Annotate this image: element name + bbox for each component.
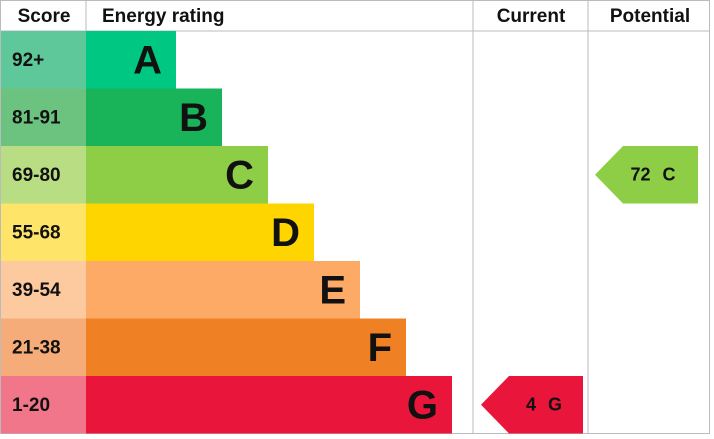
score-label: 81-91 [12,107,61,128]
rating-letter: F [368,326,392,370]
score-label: 1-20 [12,395,50,416]
score-cell [1,31,86,89]
rating-bar [86,318,406,376]
score-cell [1,88,86,146]
rating-letter: G [407,383,438,427]
rating-bar [86,31,176,89]
current-letter: G [548,395,562,415]
rating-bar [86,261,360,319]
header-score: Score [18,6,71,27]
potential-letter: C [663,165,676,185]
rating-letter: E [319,268,346,312]
rating-bar [86,376,452,434]
score-cell [1,261,86,319]
header-potential: Potential [610,6,690,27]
rating-letter: C [225,153,254,197]
score-label: 21-38 [12,337,61,358]
rating-letter: D [271,211,300,255]
rating-letter: A [133,38,162,82]
score-cell [1,146,86,204]
rating-arrow [481,376,583,434]
header-rating: Energy rating [102,6,224,27]
rating-bar [86,88,222,146]
score-cell [1,376,86,434]
score-label: 39-54 [12,280,61,301]
score-cell [1,203,86,261]
rating-letter: B [179,96,208,140]
score-cell [1,318,86,376]
score-label: 55-68 [12,222,61,243]
rating-bar [86,203,314,261]
rating-bar [86,146,268,204]
header-current: Current [497,6,566,27]
rating-arrow [595,146,698,204]
current-value: 4 [526,395,536,415]
score-label: 92+ [12,50,44,71]
score-label: 69-80 [12,165,61,186]
potential-value: 72 [630,165,650,185]
